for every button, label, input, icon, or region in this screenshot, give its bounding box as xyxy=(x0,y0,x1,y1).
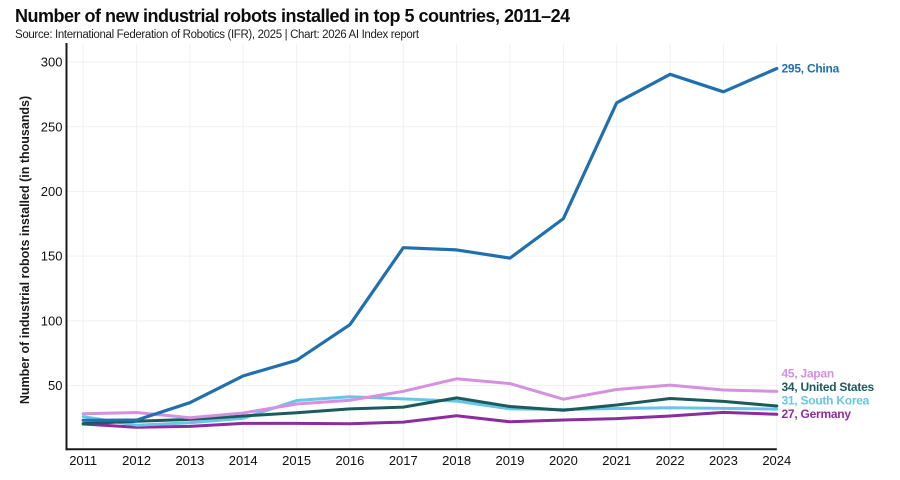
svg-text:250: 250 xyxy=(41,119,63,134)
svg-text:27, Germany: 27, Germany xyxy=(782,407,852,421)
svg-text:45, Japan: 45, Japan xyxy=(782,366,834,380)
svg-text:2016: 2016 xyxy=(335,453,364,468)
svg-text:200: 200 xyxy=(41,184,63,199)
svg-text:Number of industrial robots in: Number of industrial robots installed (i… xyxy=(18,96,32,404)
svg-text:300: 300 xyxy=(41,55,63,70)
svg-text:2022: 2022 xyxy=(656,453,685,468)
svg-text:150: 150 xyxy=(41,249,63,264)
svg-text:2015: 2015 xyxy=(282,453,311,468)
svg-text:2021: 2021 xyxy=(602,453,631,468)
svg-text:2024: 2024 xyxy=(762,453,791,468)
svg-text:34, United States: 34, United States xyxy=(782,380,875,394)
svg-text:2013: 2013 xyxy=(175,453,204,468)
svg-text:50: 50 xyxy=(48,378,62,393)
svg-text:2020: 2020 xyxy=(549,453,578,468)
svg-text:31, South Korea: 31, South Korea xyxy=(782,393,870,407)
svg-text:2018: 2018 xyxy=(442,453,471,468)
svg-text:295, China: 295, China xyxy=(782,62,840,76)
svg-text:2014: 2014 xyxy=(229,453,258,468)
svg-text:100: 100 xyxy=(41,314,63,329)
svg-text:2011: 2011 xyxy=(69,453,97,468)
svg-text:2012: 2012 xyxy=(122,453,151,468)
svg-text:2019: 2019 xyxy=(496,453,525,468)
svg-text:2023: 2023 xyxy=(709,453,738,468)
svg-text:2017: 2017 xyxy=(389,453,418,468)
